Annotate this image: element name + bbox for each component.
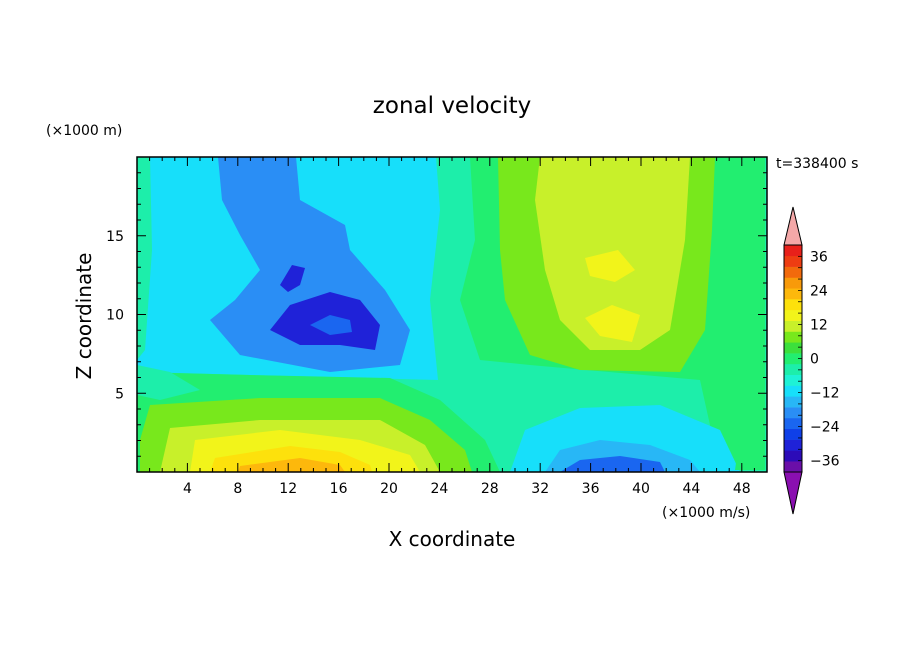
- x-axis-unit: (×1000 m/s): [662, 505, 750, 521]
- colorbar-segment: [784, 439, 802, 451]
- contour-left-lower-edge: [137, 365, 200, 400]
- colorbar-segment: [784, 309, 802, 321]
- colorbar-label: 12: [810, 317, 828, 333]
- colorbar-segment: [784, 288, 802, 300]
- colorbar-segment: [784, 342, 802, 354]
- time-label: t=338400 s: [776, 156, 858, 172]
- colorbar-segment: [784, 255, 802, 267]
- contour-right-edge: [720, 157, 765, 470]
- y-axis-unit: (×1000 m): [46, 123, 122, 139]
- x-tick-label: 28: [481, 481, 499, 497]
- y-tick-label: 10: [106, 308, 124, 324]
- colorbar-segment: [784, 385, 802, 397]
- colorbar-segment: [784, 331, 802, 343]
- x-tick-label: 32: [531, 481, 549, 497]
- colorbar-label: 0: [810, 352, 819, 368]
- y-axis-label: Z coordinate: [72, 253, 96, 380]
- contour-positive-peak-upper: [585, 250, 635, 282]
- colorbar-label: −24: [810, 420, 840, 436]
- colorbar-segment: [784, 428, 802, 440]
- colorbar-label: −36: [810, 454, 840, 470]
- y-tick-labels: 5 10 15: [106, 229, 124, 403]
- x-tick-label: 16: [330, 481, 348, 497]
- contour-lower-negative-core: [560, 456, 665, 472]
- colorbar-segment: [784, 245, 802, 257]
- x-tick-label: 12: [279, 481, 297, 497]
- x-tick-label: 40: [632, 481, 650, 497]
- contour-left-edge: [137, 157, 152, 360]
- colorbar-segment: [784, 299, 802, 311]
- colorbar-under-arrow: [783, 471, 803, 515]
- x-axis-label: X coordinate: [389, 527, 516, 551]
- chart-title: zonal velocity: [373, 93, 531, 119]
- x-tick-label: 44: [682, 481, 700, 497]
- contour-positive-peak-lower: [585, 305, 640, 342]
- colorbar-label: 24: [810, 283, 828, 299]
- colorbar-segment: [784, 266, 802, 278]
- colorbar-segment: [784, 363, 802, 376]
- x-tick-label: 24: [430, 481, 448, 497]
- colorbar-segment: [784, 277, 802, 289]
- contour-plot-area: [136, 156, 768, 473]
- colorbar-segment: [784, 320, 802, 332]
- colorbar-segment: [784, 450, 802, 462]
- colorbar-segment: [784, 353, 802, 365]
- colorbar-segment: [784, 374, 802, 386]
- colorbar-segment: [784, 396, 802, 408]
- x-tick-label: 4: [183, 481, 192, 497]
- x-tick-label: 20: [380, 481, 398, 497]
- x-tick-labels: 4 8 12 16 20 24 28 32 36 40 44 48: [183, 481, 751, 497]
- x-tick-label: 48: [733, 481, 751, 497]
- colorbar-segment: [784, 417, 802, 430]
- colorbar: −36 −24 −12 0 12 24 36: [783, 206, 840, 515]
- x-tick-label: 8: [233, 481, 242, 497]
- y-tick-label: 15: [106, 229, 124, 245]
- axis-ticks: [137, 157, 767, 472]
- colorbar-label: 36: [810, 249, 828, 265]
- contour-jet-spot: [280, 265, 305, 292]
- y-tick-label: 5: [115, 386, 124, 402]
- contour-jet-core-center: [310, 315, 352, 335]
- colorbar-segment: [784, 461, 802, 473]
- colorbar-label: −12: [810, 386, 840, 402]
- colorbar-over-arrow: [783, 206, 803, 246]
- colorbar-segment: [784, 407, 802, 419]
- contour-lower-jet-peak: [238, 458, 345, 472]
- x-tick-label: 36: [582, 481, 600, 497]
